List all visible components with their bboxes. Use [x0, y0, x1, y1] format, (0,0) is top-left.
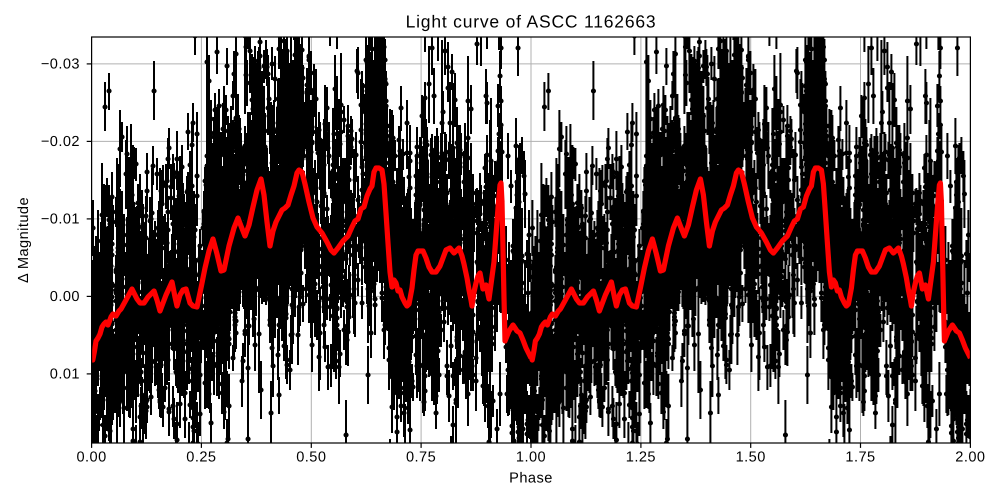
svg-text:Phase: Phase — [509, 471, 553, 487]
svg-text:1.00: 1.00 — [516, 450, 546, 466]
svg-text:0.50: 0.50 — [296, 450, 326, 466]
svg-text:Light curve of ASCC 1162663: Light curve of ASCC 1162663 — [406, 12, 657, 32]
svg-text:0.01: 0.01 — [50, 367, 80, 383]
svg-text:0.00: 0.00 — [50, 289, 80, 305]
svg-text:−0.03: −0.03 — [41, 57, 80, 73]
svg-text:1.25: 1.25 — [626, 450, 656, 466]
svg-text:0.25: 0.25 — [186, 450, 216, 466]
svg-text:−0.01: −0.01 — [41, 212, 80, 228]
svg-text:1.50: 1.50 — [736, 450, 766, 466]
svg-text:−0.02: −0.02 — [41, 134, 80, 150]
svg-text:0.00: 0.00 — [76, 450, 106, 466]
svg-text:0.75: 0.75 — [406, 450, 436, 466]
svg-text:1.75: 1.75 — [845, 450, 875, 466]
svg-text:2.00: 2.00 — [955, 450, 985, 466]
svg-text:Δ Magnitude: Δ Magnitude — [16, 197, 32, 283]
